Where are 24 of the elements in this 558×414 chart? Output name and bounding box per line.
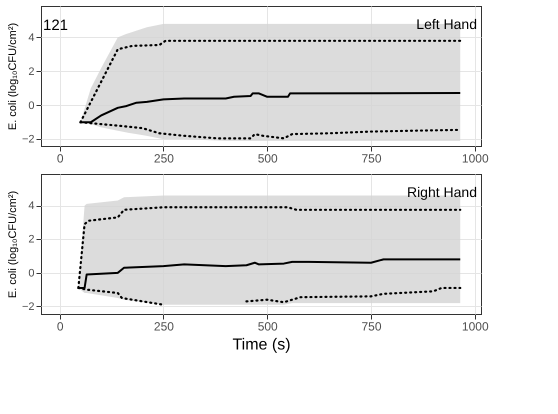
y-tick-label: 4 [28,32,34,44]
annotation: 121 [43,17,68,34]
y-axis-title: E. coli (log₁₀CFU/cm²) [6,22,19,130]
y-tick-label: 2 [28,66,34,78]
x-tick-label: 1000 [462,152,489,166]
y-tick-label: 0 [28,267,34,280]
x-tick-label: 500 [258,152,278,166]
x-tick-label: 0 [56,152,64,166]
y-tick-label: 4 [28,200,34,212]
x-tick-label: 1000 [462,320,489,334]
x-tick-label: 250 [154,152,174,166]
annotation: Right Hand [406,184,477,200]
y-axis-title: E. coli (log₁₀CFU/cm²) [6,190,19,298]
x-tick-label: 0 [56,320,64,334]
x-tick-label: 500 [258,320,278,334]
y-tick-label: −2 [22,134,34,146]
y-tick-label: 2 [28,234,34,246]
x-tick-label: 750 [361,152,382,166]
annotation: Left Hand [416,16,477,32]
y-tick-label: 0 [28,100,34,112]
x-tick-label: 750 [361,320,382,334]
x-tick-label: 250 [154,320,174,334]
x-axis-title: Time (s) [232,336,291,354]
y-tick-label: −2 [22,300,34,313]
